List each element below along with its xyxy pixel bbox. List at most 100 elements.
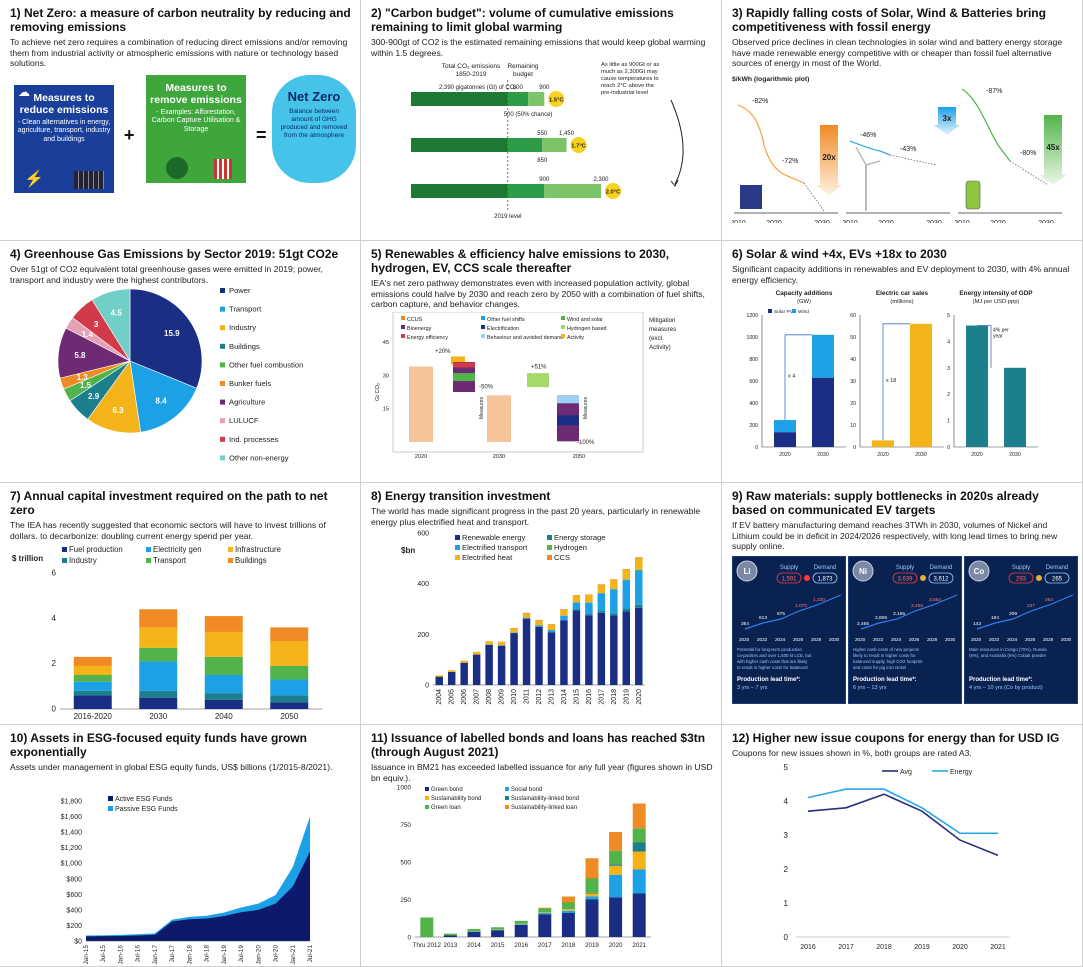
x-tick: 2009 bbox=[499, 689, 506, 705]
x-tick: 2016 bbox=[586, 689, 593, 705]
chart-title: Capacity additions bbox=[776, 290, 833, 297]
budget-high-label: 900 bbox=[539, 85, 550, 91]
legend-swatch bbox=[220, 362, 225, 368]
bar-segment bbox=[485, 644, 493, 685]
bar-segment bbox=[522, 613, 531, 618]
legend-swatch bbox=[455, 535, 460, 540]
demand-point-label: 3,455 bbox=[911, 603, 923, 609]
cost-line bbox=[961, 87, 1011, 161]
y-tick: 200 bbox=[417, 632, 429, 639]
bar-segment bbox=[547, 632, 556, 685]
decline-label-1: -46% bbox=[860, 132, 876, 139]
y-tick: 400 bbox=[417, 581, 429, 588]
material-chart: Ni Supply Demand 3,639 3,612 2,456 2,806 3,155 3… bbox=[852, 560, 958, 691]
material-desc: likely to result in higher costs for bbox=[853, 653, 916, 658]
legend-swatch bbox=[792, 309, 796, 313]
header-note: pre-industrial level bbox=[601, 90, 648, 96]
x-tick: 2020 bbox=[952, 944, 968, 951]
bar-segment bbox=[535, 625, 543, 627]
bar-segment bbox=[585, 892, 599, 894]
balance-indicator bbox=[920, 574, 926, 581]
bar-segment bbox=[139, 609, 178, 628]
bar-segment bbox=[585, 893, 599, 897]
x-tick: 2020 bbox=[971, 452, 983, 458]
falling-costs-chart: $/kWh (logarithmic plot) 2010 2020 2030 -82%… bbox=[732, 76, 1066, 223]
legend-label: Energy storage bbox=[554, 533, 606, 542]
cost-chart-wind: 2010 2020 2030 -46% -43% 3x bbox=[842, 106, 960, 223]
bar-segment bbox=[622, 569, 631, 580]
y-tick: 600 bbox=[417, 531, 429, 538]
x-tick: 2020 bbox=[877, 452, 889, 458]
lead-time-label: Production lead time*: bbox=[853, 677, 917, 683]
bar-segment bbox=[538, 914, 552, 937]
panel-title: 11) Issuance of labelled bonds and loans… bbox=[371, 731, 706, 759]
legend-swatch bbox=[547, 545, 552, 550]
slice-value: 3 bbox=[94, 320, 99, 329]
y-tick: 30 bbox=[383, 373, 389, 379]
x-tick: 2018 bbox=[562, 942, 576, 949]
bar-segment bbox=[547, 624, 556, 631]
panel-title: 8) Energy transition investment bbox=[371, 489, 551, 503]
pie-slice bbox=[91, 288, 131, 363]
legend-swatch bbox=[220, 455, 225, 461]
demand-pill bbox=[812, 572, 838, 583]
bar-historic bbox=[411, 92, 508, 106]
y-tick: 750 bbox=[400, 822, 411, 829]
y-label: Gt CO₂ bbox=[375, 382, 381, 400]
bar-segment bbox=[204, 631, 243, 657]
bar bbox=[1004, 367, 1026, 447]
bar-segment bbox=[514, 925, 528, 937]
bar-segment bbox=[497, 645, 506, 685]
decline-label-1: -82% bbox=[752, 98, 768, 105]
bar bbox=[812, 334, 834, 378]
bar-segment bbox=[585, 899, 599, 937]
y-tick: 2 bbox=[947, 392, 950, 398]
first-bar-label: 2,390 gigatonnes (Gt) of CO₂ bbox=[439, 85, 517, 91]
temp-label: 1.5°C bbox=[549, 98, 564, 104]
series-line bbox=[807, 792, 999, 856]
x-tick: 2020 bbox=[766, 220, 782, 223]
bar-segment bbox=[635, 569, 643, 571]
factor-label: 45x bbox=[1046, 143, 1060, 152]
material-chart: Li Supply Demand 1,591 1,873 364 613 675 1,070 1,… bbox=[736, 560, 842, 691]
legend-label: Sustainability-linked bond bbox=[511, 796, 579, 802]
bar-segment bbox=[460, 660, 468, 663]
legend-label: Other fuel shifts bbox=[487, 317, 525, 323]
supply-label: Supply bbox=[780, 565, 798, 571]
y-tick: 400 bbox=[749, 401, 758, 407]
bar-segment bbox=[635, 558, 643, 570]
material-desc: with higher cash costs that are likely bbox=[737, 659, 808, 664]
legend-label: Industry bbox=[69, 556, 97, 565]
bar-segment bbox=[514, 920, 528, 924]
panel-description: If EV battery manufacturing demand reach… bbox=[732, 520, 1058, 551]
legend-swatch bbox=[455, 545, 460, 550]
bar-segment bbox=[572, 595, 581, 596]
x-tick: 2013 bbox=[444, 942, 458, 949]
budget-bottom-label: 500 (50% chance) bbox=[504, 112, 553, 118]
panel-halve-emissions: 5) Renewables & efficiency halve emissio… bbox=[361, 241, 722, 483]
bar-segment bbox=[585, 614, 593, 616]
legend-label: Infrastructure bbox=[235, 545, 281, 554]
legend-swatch bbox=[62, 558, 67, 563]
bar-segment bbox=[491, 927, 505, 930]
panel-capital-investment: 7) Annual capital investment required on… bbox=[0, 483, 361, 725]
x-tick: Jul-16 bbox=[135, 944, 142, 962]
bar-segment bbox=[139, 661, 178, 691]
slice-value: 5.8 bbox=[74, 351, 86, 360]
bar-segment bbox=[622, 579, 631, 609]
y-tick: 3 bbox=[784, 831, 789, 840]
bar-segment bbox=[560, 620, 568, 685]
element-symbol: Ni bbox=[859, 567, 867, 576]
bar-segment bbox=[561, 909, 575, 911]
bar-segment bbox=[597, 612, 606, 685]
temp-label: 2.0°C bbox=[606, 190, 621, 196]
slice-value: 4.5 bbox=[111, 309, 123, 318]
bar-segment bbox=[609, 832, 623, 851]
note-label: 4% per bbox=[993, 328, 1009, 334]
y-tick: 10 bbox=[850, 423, 856, 429]
legend-swatch bbox=[146, 547, 151, 552]
legend-swatch bbox=[220, 343, 225, 349]
note-arrowhead bbox=[670, 179, 679, 187]
panel-description: Significant capacity additions in renewa… bbox=[732, 264, 1070, 285]
supply-pill bbox=[892, 572, 918, 583]
